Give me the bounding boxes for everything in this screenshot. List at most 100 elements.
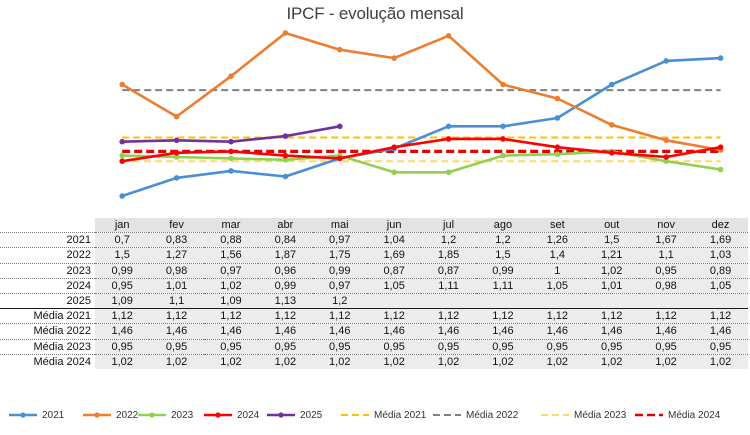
- data-label: 1,46: [366, 323, 422, 339]
- data-label: 1,01: [584, 277, 639, 294]
- data-label: 0,99: [312, 262, 367, 279]
- x-tick-label: set: [530, 218, 585, 233]
- legend-label: 2024: [237, 409, 260, 421]
- data-label: 1,02: [530, 353, 585, 369]
- data-label: 1,21: [584, 247, 639, 264]
- legend-item-2021: 2021: [8, 405, 64, 425]
- data-label: 1,12: [693, 308, 748, 324]
- chart-title: IPCF - evolução mensal: [286, 4, 464, 23]
- point-2025-mar: [228, 138, 234, 145]
- legend-swatch: [341, 414, 369, 416]
- data-label: 0,83: [149, 232, 204, 248]
- x-tick-label: mai: [312, 218, 367, 233]
- series-2022: [119, 30, 724, 153]
- point-2024-mai: [337, 155, 343, 162]
- x-tick-label: dez: [693, 218, 748, 233]
- legend-swatch: [635, 413, 663, 417]
- point-2021-mar: [228, 168, 234, 174]
- data-label: [366, 292, 422, 309]
- data-label: 1,85: [421, 247, 476, 264]
- data-label: 1,46: [638, 323, 694, 339]
- legend-swatch: [138, 412, 166, 418]
- data-label: 1,69: [366, 247, 422, 264]
- data-label: 0,95: [366, 338, 422, 355]
- data-label: 0,88: [203, 232, 259, 248]
- data-label: 0,95: [421, 338, 476, 355]
- data-table: jan fev mar abr mai jun jul ago set out nov dez 2021…: [0, 218, 748, 369]
- data-label: 1,46: [312, 323, 367, 339]
- data-label: 1,05: [693, 277, 748, 294]
- point-2025-fev: [173, 137, 180, 144]
- data-label: 1,02: [203, 353, 259, 369]
- legend-label: 2023: [171, 409, 194, 421]
- point-2024-out: [609, 150, 615, 156]
- data-label: [584, 292, 639, 309]
- point-2021-out: [609, 81, 615, 88]
- data-label: 0,95: [95, 277, 150, 294]
- legend-item-2023: 2023: [137, 405, 193, 425]
- legend-item-media-2023: Média 2023: [540, 405, 626, 425]
- point-2022-ago: [500, 81, 506, 88]
- data-label: 0,97: [312, 277, 367, 294]
- x-tick-label: fev: [149, 218, 204, 233]
- table-row: Média 2021 1,12 1,12 1,12 1,12 1,12 1,12 1,12 1,…: [0, 308, 748, 324]
- table-row: 2023 0,99 0,98 0,97 0,96 0,99 0,87 0,87 0,99 1 1,0…: [0, 262, 748, 279]
- point-2023-nov: [663, 158, 669, 164]
- point-2024-abr: [282, 152, 289, 159]
- data-label: 0,95: [693, 338, 748, 355]
- data-label: 1,5: [475, 247, 531, 264]
- point-2022-jul: [445, 33, 452, 39]
- point-2021-nov: [663, 58, 669, 64]
- x-tick-label: jul: [421, 218, 476, 233]
- data-label: 0,97: [312, 232, 367, 248]
- data-label: 1,46: [584, 323, 639, 339]
- point-2022-abr: [282, 30, 289, 36]
- legend-swatch: [267, 412, 295, 418]
- data-label: 1,12: [95, 308, 150, 324]
- data-label: 0,95: [638, 262, 694, 279]
- data-label: 1,12: [530, 308, 585, 324]
- data-label: 1,69: [693, 232, 748, 248]
- data-label: 1,1: [638, 247, 694, 264]
- legend-label: Média 2023: [574, 409, 627, 421]
- x-tick-label: mar: [203, 218, 259, 233]
- data-label: 1: [530, 262, 585, 279]
- data-label: 0,87: [421, 262, 476, 279]
- data-label: 0,95: [638, 338, 694, 355]
- legend-label: 2021: [42, 409, 65, 421]
- point-2024-jun: [391, 144, 398, 150]
- data-label: 1,56: [203, 247, 259, 264]
- data-label: 1,87: [258, 247, 313, 264]
- data-label: 0,95: [258, 338, 313, 355]
- point-2024-mar: [228, 148, 234, 155]
- data-label: 1,12: [149, 308, 204, 324]
- legend-item-2025: 2025: [266, 405, 322, 425]
- data-label: 1,46: [149, 323, 204, 339]
- legend-swatch: [433, 414, 461, 416]
- data-label: 1,75: [312, 247, 367, 264]
- data-label: 0,7: [95, 232, 150, 248]
- table-row: Média 2022 1,46 1,46 1,46 1,46 1,46 1,46 1,46 1,…: [0, 323, 748, 339]
- point-2024-set: [554, 144, 561, 150]
- data-label: 0,98: [149, 262, 204, 279]
- data-label: 1,03: [693, 247, 748, 264]
- series-2025: [119, 123, 343, 145]
- data-label: 1,11: [421, 277, 476, 294]
- x-tick-label: abr: [258, 218, 313, 233]
- data-label: 1,02: [475, 353, 531, 369]
- data-label: [693, 292, 748, 309]
- data-label: 1,67: [638, 232, 694, 248]
- point-2021-fev: [173, 175, 180, 181]
- point-2024-nov: [663, 154, 669, 160]
- legend-swatch: [83, 412, 111, 418]
- point-2022-nov: [663, 137, 669, 144]
- data-label: 0,97: [203, 262, 259, 279]
- row-label: 2024: [0, 277, 95, 294]
- point-2023-mar: [228, 155, 234, 162]
- data-label: 1,02: [312, 353, 367, 369]
- data-label: 1,46: [475, 323, 531, 339]
- data-label: 1,02: [366, 353, 422, 369]
- data-label: 1,12: [258, 308, 313, 324]
- point-2024-dez: [717, 144, 724, 150]
- data-label: 1,46: [693, 323, 748, 339]
